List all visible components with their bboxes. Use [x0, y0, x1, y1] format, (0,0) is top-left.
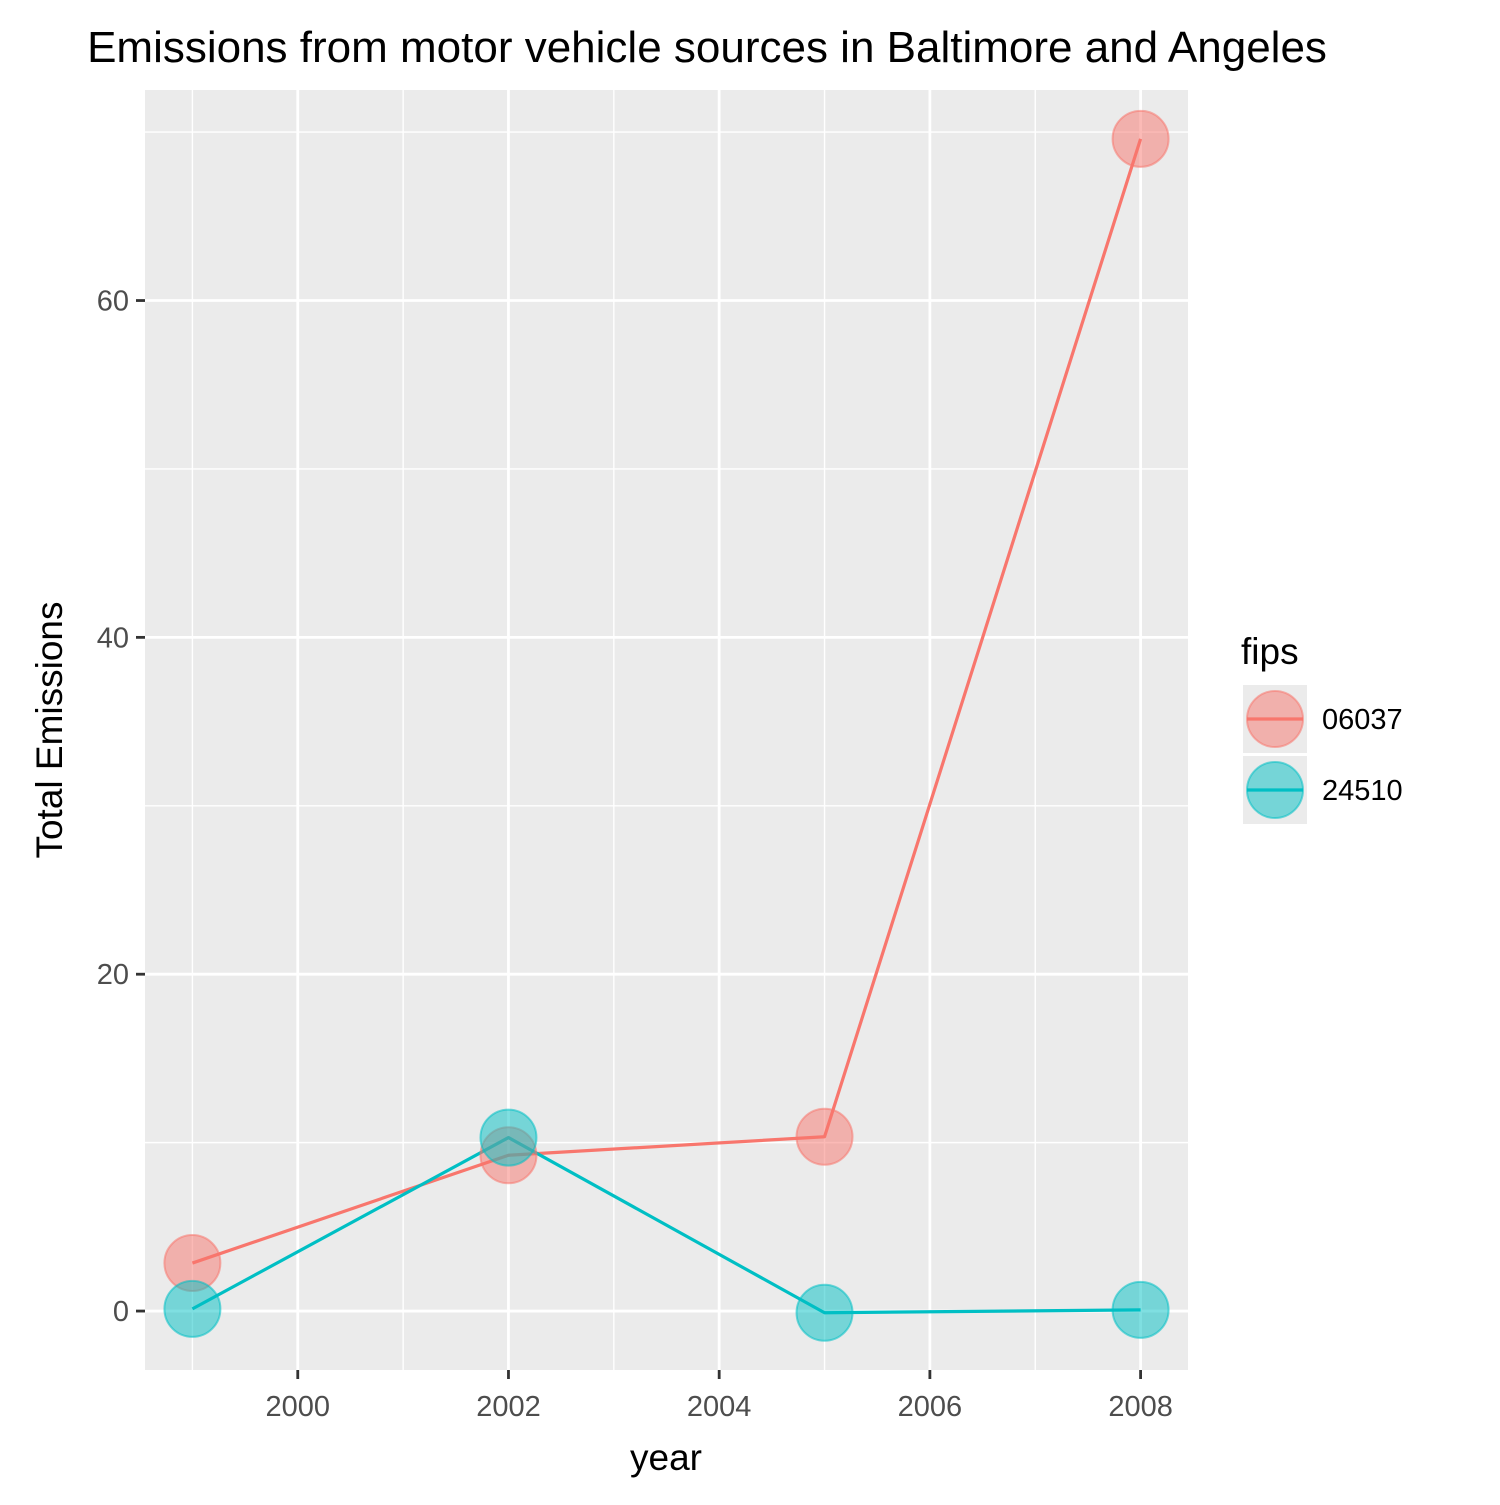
y-tick-label: 20	[97, 959, 129, 991]
data-point-24510	[479, 1108, 538, 1167]
series-lines	[191, 138, 1143, 1315]
y-tick-label: 60	[97, 286, 129, 318]
y-axis: 0 20 40 60	[97, 286, 145, 1328]
x-tick-label: 2004	[687, 1391, 752, 1423]
series-line-06037	[191, 138, 1143, 1265]
legend-label: 06037	[1322, 704, 1403, 736]
y-tick-label: 40	[97, 622, 129, 654]
legend: fips 06037 24510	[1241, 631, 1403, 824]
data-point-24510	[795, 1283, 854, 1342]
legend-title: fips	[1241, 631, 1299, 672]
plot-panel	[145, 90, 1188, 1370]
x-axis: 2000 2002 2004 2006 2008	[266, 1370, 1173, 1423]
legend-items: 06037 24510	[1243, 685, 1403, 824]
data-point-06037	[795, 1107, 854, 1166]
x-tick-label: 2006	[898, 1391, 963, 1423]
major-gridlines	[145, 90, 1188, 1370]
chart-title: Emissions from motor vehicle sources in …	[87, 23, 1327, 72]
data-point-24510	[1111, 1280, 1170, 1339]
data-point-06037	[1111, 109, 1170, 168]
y-tick-label: 0	[113, 1296, 129, 1328]
minor-gridlines	[145, 90, 1188, 1370]
x-tick-label: 2000	[266, 1391, 331, 1423]
series-line-24510	[191, 1135, 1141, 1315]
legend-label: 24510	[1322, 775, 1403, 807]
x-tick-label: 2008	[1108, 1391, 1173, 1423]
y-axis-title: Total Emissions	[29, 601, 70, 858]
x-axis-title: year	[630, 1437, 702, 1478]
x-tick-label: 2002	[476, 1391, 541, 1423]
series-points	[163, 109, 1170, 1342]
data-point-24510	[163, 1279, 222, 1338]
